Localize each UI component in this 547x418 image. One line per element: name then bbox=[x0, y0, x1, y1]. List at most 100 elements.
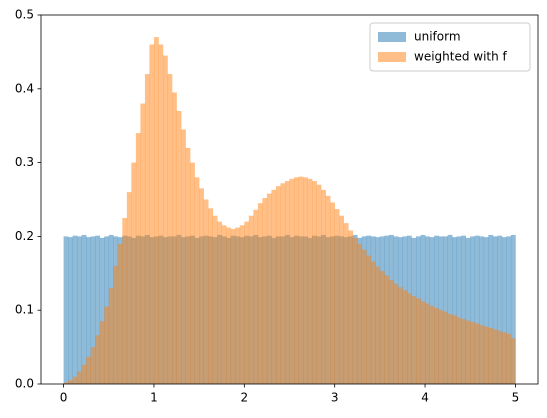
x-tick-label: 5 bbox=[512, 391, 520, 405]
bar bbox=[470, 322, 476, 384]
bar bbox=[271, 189, 277, 384]
bar bbox=[262, 198, 268, 384]
bar bbox=[357, 243, 363, 384]
bar bbox=[181, 129, 186, 384]
bar bbox=[379, 271, 385, 384]
bar bbox=[153, 37, 159, 384]
bar bbox=[257, 203, 263, 384]
bar bbox=[194, 177, 200, 384]
bar bbox=[443, 311, 448, 384]
bar bbox=[456, 236, 462, 384]
bar bbox=[361, 249, 367, 384]
bar bbox=[411, 296, 417, 384]
bar bbox=[122, 217, 128, 384]
axes-frame bbox=[40, 14, 539, 385]
bar bbox=[497, 235, 503, 384]
bar bbox=[199, 188, 204, 384]
bar bbox=[95, 335, 101, 384]
bar bbox=[384, 275, 390, 384]
bar bbox=[470, 236, 476, 384]
bar bbox=[510, 338, 516, 384]
bar bbox=[221, 225, 227, 384]
bar bbox=[452, 315, 457, 384]
bar bbox=[77, 371, 82, 384]
bar bbox=[217, 221, 223, 384]
bar bbox=[95, 235, 101, 384]
bar bbox=[402, 290, 408, 384]
bar bbox=[501, 332, 507, 384]
bar bbox=[208, 208, 213, 384]
bar bbox=[321, 189, 326, 384]
bar bbox=[325, 195, 331, 384]
bar bbox=[176, 110, 182, 384]
bar bbox=[492, 236, 498, 384]
bar bbox=[330, 202, 335, 384]
bar bbox=[429, 305, 435, 384]
bar bbox=[68, 380, 73, 384]
bar bbox=[456, 317, 462, 384]
bar bbox=[461, 235, 467, 384]
bar bbox=[506, 236, 512, 384]
bar bbox=[81, 364, 87, 384]
bar bbox=[172, 92, 177, 385]
bar bbox=[474, 323, 480, 384]
bar bbox=[452, 237, 457, 384]
bar bbox=[99, 321, 105, 384]
x-tick-label: 0 bbox=[60, 391, 68, 405]
bar bbox=[438, 310, 444, 384]
y-tick-label: 0.0 bbox=[15, 377, 34, 391]
bar bbox=[108, 288, 114, 384]
bar bbox=[144, 74, 150, 384]
bar bbox=[465, 320, 471, 384]
bar bbox=[63, 236, 69, 384]
bar bbox=[230, 229, 236, 384]
bar bbox=[81, 234, 87, 384]
bar bbox=[510, 234, 516, 384]
bar bbox=[99, 237, 105, 384]
bar bbox=[447, 313, 453, 384]
bar bbox=[239, 225, 245, 384]
bar bbox=[479, 236, 485, 384]
bar bbox=[212, 215, 218, 384]
bar bbox=[316, 184, 322, 384]
bar bbox=[425, 303, 430, 384]
bar bbox=[162, 55, 168, 385]
bar bbox=[126, 192, 132, 384]
bar bbox=[266, 193, 272, 384]
bar bbox=[483, 326, 489, 384]
bar bbox=[497, 330, 503, 384]
y-tick-label: 0.2 bbox=[15, 229, 34, 243]
bar bbox=[416, 298, 421, 384]
bar bbox=[190, 162, 195, 384]
bar bbox=[348, 230, 354, 384]
bar bbox=[280, 183, 286, 384]
bar bbox=[244, 221, 250, 384]
bar bbox=[72, 235, 78, 384]
bar bbox=[77, 236, 82, 384]
bar bbox=[185, 147, 191, 384]
x-tick-label: 2 bbox=[240, 391, 248, 405]
bar bbox=[140, 103, 146, 384]
bar bbox=[289, 178, 295, 384]
bar bbox=[158, 44, 164, 385]
bar bbox=[492, 329, 498, 384]
bar bbox=[167, 74, 173, 384]
y-tick-label: 0.1 bbox=[15, 303, 34, 317]
x-tick-label: 4 bbox=[421, 391, 429, 405]
bar bbox=[68, 237, 73, 384]
bar bbox=[370, 261, 376, 384]
bar bbox=[104, 306, 110, 384]
bar bbox=[388, 279, 394, 384]
y-tick-label: 0.5 bbox=[15, 8, 34, 22]
legend-swatch bbox=[378, 52, 406, 62]
bar bbox=[366, 255, 372, 384]
bar bbox=[72, 376, 78, 384]
bar bbox=[420, 301, 426, 384]
bar bbox=[339, 215, 345, 384]
histogram-series bbox=[63, 37, 516, 385]
bar bbox=[149, 44, 155, 385]
bar bbox=[488, 234, 494, 384]
bar bbox=[443, 236, 448, 384]
bar bbox=[483, 237, 489, 384]
